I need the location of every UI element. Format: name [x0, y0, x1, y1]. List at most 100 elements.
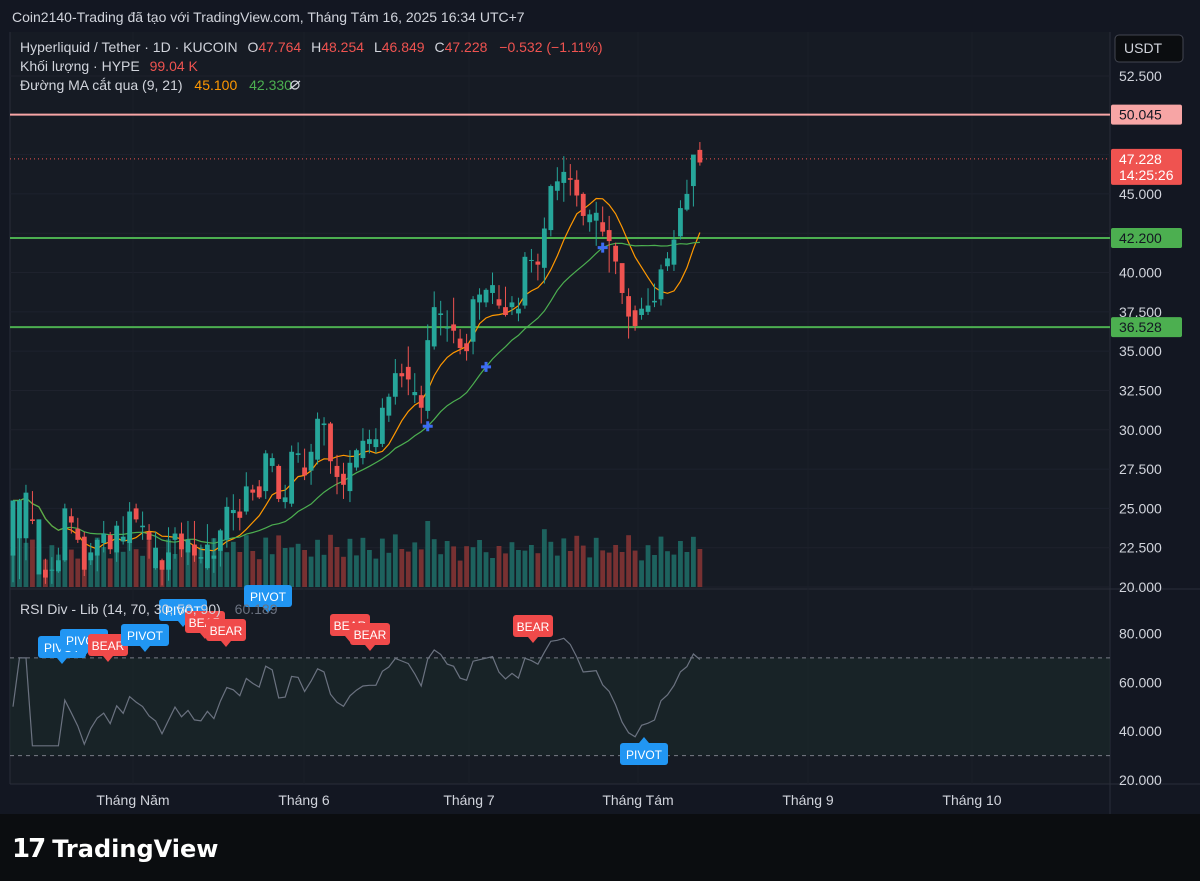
support-badge-bg [1111, 227, 1182, 248]
candle-body [276, 465, 282, 499]
cross-marker [481, 361, 492, 372]
candle-body [302, 467, 307, 476]
candle-body [43, 569, 48, 578]
volume-bar [373, 558, 379, 587]
volume-bar [535, 553, 541, 587]
volume-bar [412, 542, 418, 587]
candle-body [373, 439, 379, 448]
volume-bar [107, 558, 113, 587]
candle-body [438, 313, 444, 315]
volume-bar [483, 552, 489, 587]
tradingview-logo[interactable]: 17 TradingView [12, 834, 218, 864]
volume-bar [230, 541, 236, 587]
candle-body [671, 239, 677, 265]
volume-bar [321, 554, 327, 587]
volume-bar [347, 538, 353, 587]
price-tick-label: 52.500 [1119, 68, 1162, 84]
volume-bar [606, 552, 612, 587]
rsi-signal-label: BEAR [210, 624, 243, 638]
volume-bar [418, 549, 424, 587]
time-axis[interactable]: Tháng Năm Tháng 6 Tháng 7 Tháng Tám Tháng 9 T… [96, 792, 1001, 808]
rsi-tick-label: 20.000 [1119, 772, 1162, 788]
time-axis-label: Tháng 9 [782, 792, 834, 808]
candle-body [600, 222, 606, 232]
candle-body [159, 560, 165, 570]
candle-body [347, 462, 353, 492]
volume-bar [697, 549, 703, 587]
candle-body [496, 299, 502, 306]
resistance-badge-bg [1111, 104, 1182, 125]
candle-body [308, 451, 314, 471]
legend: Hyperliquid / Tether · 1D · KUCOIN O47.7… [20, 39, 603, 617]
price-tick-label: 45.000 [1119, 186, 1162, 202]
rsi-pane[interactable] [10, 637, 1110, 757]
legend-close: 47.228 [445, 39, 488, 55]
eye-slash-icon[interactable] [289, 80, 301, 90]
currency-selector[interactable]: USDT [1114, 34, 1184, 63]
horizontal-levels[interactable] [10, 113, 1110, 329]
candle-body [697, 149, 703, 163]
rsi-signal-pointer [221, 641, 231, 647]
volume-bar [477, 540, 482, 587]
candle-body [146, 531, 152, 540]
candle-body [198, 557, 204, 559]
volume-bar [522, 550, 528, 587]
candle-body [483, 289, 489, 303]
currency-label: USDT [1124, 40, 1163, 56]
legend-change: −0.532 (−1.11%) [499, 39, 602, 55]
candle-body [269, 458, 275, 466]
volume-bar [354, 555, 359, 587]
candle-body [237, 511, 243, 518]
svg-text:Hyperliquid / Tether · 1D · KU: Hyperliquid / Tether · 1D · KUCOIN O47.7… [20, 39, 603, 55]
candle-body [691, 154, 696, 187]
volume-bar [645, 545, 651, 587]
candle-body [140, 525, 145, 528]
volume-bar [658, 536, 664, 587]
countdown-badge: 14:25:26 [1119, 167, 1174, 183]
candle-body [10, 500, 16, 556]
volume-bar [179, 539, 184, 587]
volume-bar [425, 521, 431, 587]
volume-bar [133, 549, 139, 587]
legend-symbol: Hyperliquid / Tether · 1D · KUCOIN [20, 39, 238, 55]
candle-body [516, 308, 521, 314]
chart-caption: Coin2140-Trading đã tạo với TradingView.… [0, 0, 1200, 32]
volume-bar [172, 554, 178, 587]
candle-body [256, 486, 262, 498]
candle-body [321, 423, 327, 426]
candle-body [243, 486, 249, 512]
rsi-signal-label-bg [121, 624, 169, 646]
candle-body [224, 506, 230, 540]
time-axis-label: Tháng 10 [942, 792, 1001, 808]
candle-body [23, 492, 29, 539]
rsi-signal-label-bg [513, 615, 553, 637]
candle-body [548, 186, 554, 231]
support-badge-bg [1111, 317, 1182, 338]
volume-bar [360, 537, 366, 587]
volume-bar [678, 541, 683, 587]
time-axis-label: Tháng 6 [278, 792, 330, 808]
candles[interactable] [10, 142, 703, 586]
cross-marker [422, 421, 433, 432]
volume-bar [392, 534, 398, 587]
legend-volume-label: Khối lượng · HYPE [20, 58, 140, 74]
rsi-tick-label: 80.000 [1119, 625, 1162, 641]
volume-bar [185, 545, 191, 587]
price-scale[interactable]: 52.50050.00047.50045.00042.50040.00037.5… [1111, 68, 1182, 788]
candle-body [412, 392, 418, 396]
candle-body [490, 285, 495, 293]
candle-body [341, 473, 346, 485]
candle-body [49, 569, 55, 571]
candle-body [211, 555, 217, 559]
candle-body [315, 418, 320, 460]
volume-bar [386, 552, 392, 587]
candle-body [399, 373, 405, 377]
candle-body [606, 230, 612, 242]
candle-body [133, 508, 139, 520]
rsi-signal-label-bg [350, 623, 390, 645]
price-chart[interactable]: PIVOTPIVOTBEARPIVOTPIVOTBEARBEARPIVOTBEA… [0, 32, 1200, 814]
candle-body [457, 338, 463, 349]
candle-body [509, 302, 515, 308]
candle-body [477, 294, 482, 303]
volume-bar [671, 554, 677, 587]
